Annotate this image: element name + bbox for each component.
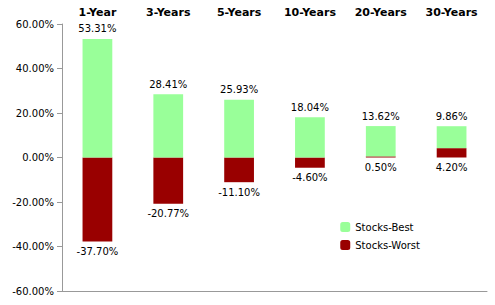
svg-text:20-Years: 20-Years [355, 6, 408, 19]
svg-text:-11.10%: -11.10% [218, 187, 260, 198]
svg-text:3-Years: 3-Years [146, 6, 191, 19]
svg-text:60.00%: 60.00% [16, 19, 54, 30]
svg-text:9.86%: 9.86% [436, 111, 468, 122]
svg-text:5-Years: 5-Years [217, 6, 262, 19]
svg-text:Stocks-Best: Stocks-Best [355, 222, 413, 233]
svg-text:13.62%: 13.62% [362, 111, 400, 122]
svg-text:-20.00%: -20.00% [12, 197, 54, 208]
svg-text:-20.77%: -20.77% [147, 208, 189, 219]
svg-text:0.00%: 0.00% [22, 152, 54, 163]
svg-text:Stocks-Worst: Stocks-Worst [355, 240, 420, 251]
svg-text:40.00%: 40.00% [16, 63, 54, 74]
svg-text:53.31%: 53.31% [78, 23, 116, 34]
svg-text:4.20%: 4.20% [436, 162, 468, 173]
svg-text:0.50%: 0.50% [365, 162, 397, 173]
svg-text:10-Years: 10-Years [284, 6, 337, 19]
svg-text:1-Year: 1-Year [78, 6, 116, 19]
svg-text:18.04%: 18.04% [291, 102, 329, 113]
svg-text:25.93%: 25.93% [220, 84, 258, 95]
svg-text:-60.00%: -60.00% [12, 286, 54, 297]
svg-text:20.00%: 20.00% [16, 108, 54, 119]
svg-text:-40.00%: -40.00% [12, 241, 54, 252]
svg-text:-37.70%: -37.70% [77, 246, 119, 257]
svg-text:-4.60%: -4.60% [292, 172, 327, 183]
svg-text:30-Years: 30-Years [426, 6, 479, 19]
svg-text:28.41%: 28.41% [149, 79, 187, 90]
